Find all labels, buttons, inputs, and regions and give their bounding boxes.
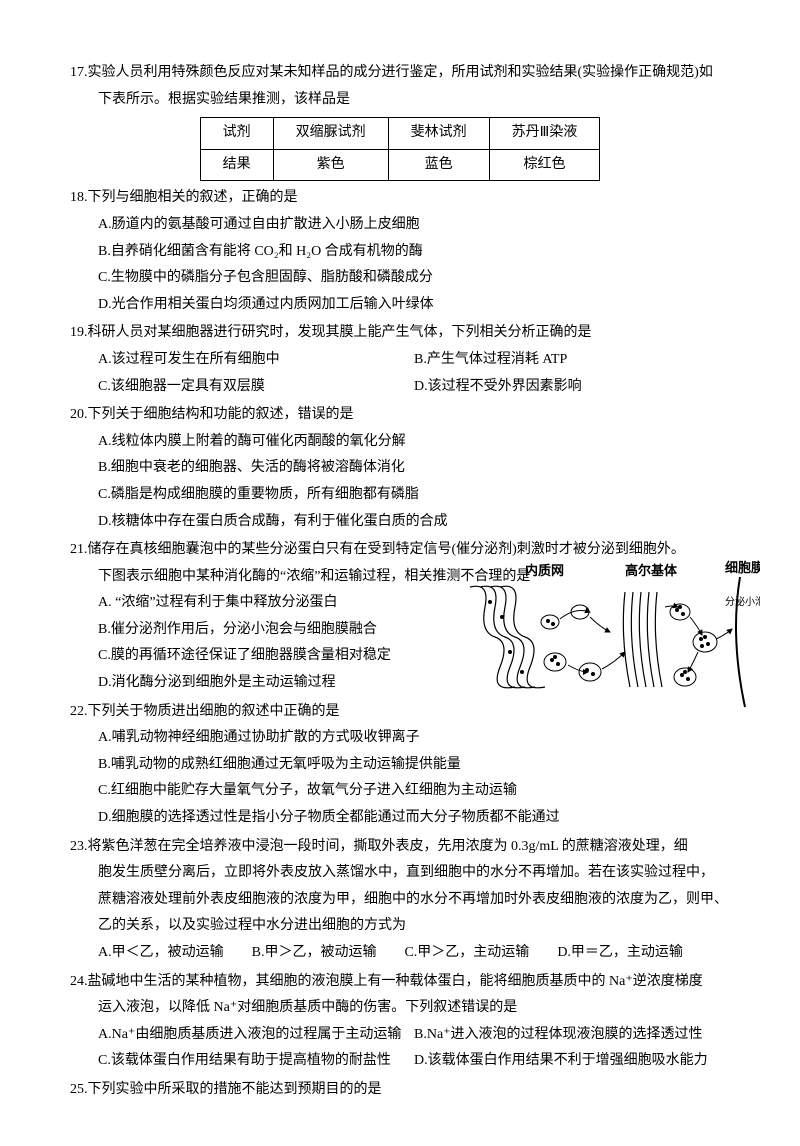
q21-opt-b: B.催分泌剂作用后，分泌小泡会与细胞膜融合 [98, 617, 481, 644]
q18-opt-a: A.肠道内的氨基酸可通过自由扩散进入小肠上皮细胞 [98, 212, 730, 239]
q21-opt-a: A. “浓缩”过程有利于集中释放分泌蛋白 [98, 590, 481, 617]
q17-t-r2c2: 紫色 [273, 149, 388, 181]
q20-stem: 20.下列关于细胞结构和功能的叙述，错误的是 [70, 402, 730, 429]
q17-stem-line1: 17.实验人员利用特殊颜色反应对某未知样品的成分进行鉴定，所用试剂和实验结果(实… [70, 60, 730, 87]
q21-figure: 内质网 高尔基体 [440, 557, 760, 717]
q17-t-r1c2: 双缩脲试剂 [273, 118, 388, 150]
q20-opt-c: C.磷脂是构成细胞膜的重要物质，所有细胞都有磷脂 [98, 482, 730, 509]
q17-stem-line2: 下表所示。根据实验结果推测，该样品是 [70, 87, 730, 114]
q24-opt-a: A.Na⁺由细胞质基质进入液泡的过程属于主动运输 [98, 1022, 414, 1049]
q17-t-r2c1: 结果 [200, 149, 273, 181]
q17-t-r2c4: 棕红色 [489, 149, 600, 181]
q20-opt-d: D.核糖体中存在蛋白质合成酶，有利于催化蛋白质的合成 [98, 509, 730, 536]
q23-opt-b: B.甲＞乙，被动运输 [252, 940, 377, 967]
question-24: 24.盐碱地中生活的某种植物，其细胞的液泡膜上有一种载体蛋白，能将细胞质基质中的… [70, 969, 730, 1075]
q17-t-r1c3: 斐林试剂 [388, 118, 489, 150]
q24-opt-d: D.该载体蛋白作用结果不利于增强细胞吸水能力 [414, 1048, 730, 1075]
question-23: 23.将紫色洋葱在完全培养液中浸泡一段时间，撕取外表皮，先用浓度为 0.3g/m… [70, 834, 730, 967]
q22-opt-b: B.哺乳动物的成熟红细胞通过无氧呼吸为主动运输提供能量 [98, 752, 730, 779]
q21-opt-c: C.膜的再循环途径保证了细胞器膜含量相对稳定 [98, 643, 481, 670]
q17-t-r1c4: 苏丹Ⅲ染液 [489, 118, 600, 150]
q23-opt-d: D.甲＝乙，主动运输 [557, 940, 683, 967]
q24-opt-c: C.该载体蛋白作用结果有助于提高植物的耐盐性 [98, 1048, 414, 1075]
q24-stem-line2: 运入液泡，以降低 Na⁺对细胞质基质中酶的伤害。下列叙述错误的是 [70, 995, 730, 1022]
q17-t-r1c1: 试剂 [200, 118, 273, 150]
q17-table: 试剂 双缩脲试剂 斐林试剂 苏丹Ⅲ染液 结果 紫色 蓝色 棕红色 [200, 117, 601, 181]
q18-opt-d: D.光合作用相关蛋白均须通过内质网加工后输入叶绿体 [98, 292, 730, 319]
q22-opt-a: A.哺乳动物神经细胞通过协助扩散的方式吸收钾离子 [98, 725, 730, 752]
question-21: 21.储存在真核细胞囊泡中的某些分泌蛋白只有在受到特定信号(催分泌剂)刺激时才被… [70, 537, 730, 697]
q24-stem-line1: 24.盐碱地中生活的某种植物，其细胞的液泡膜上有一种载体蛋白，能将细胞质基质中的… [70, 969, 730, 996]
q19-opt-c: C.该细胞器一定具有双层膜 [98, 374, 414, 401]
q23-stem-line1: 23.将紫色洋葱在完全培养液中浸泡一段时间，撕取外表皮，先用浓度为 0.3g/m… [70, 834, 730, 861]
q22-opt-c: C.红细胞中能贮存大量氧气分子，故氧气分子进入红细胞为主动运输 [98, 778, 730, 805]
q18-opt-c: C.生物膜中的磷脂分子包含胆固醇、脂肪酸和磷酸成分 [98, 265, 730, 292]
q18-opt-b: B.自养硝化细菌含有能将 CO₂和 H₂O 合成有机物的酶 [98, 239, 730, 266]
q23-opt-a: A.甲＜乙，被动运输 [98, 940, 224, 967]
q19-opt-d: D.该过程不受外界因素影响 [414, 374, 730, 401]
fig-label-golgi: 高尔基体 [625, 563, 678, 578]
q18-stem: 18.下列与细胞相关的叙述，正确的是 [70, 185, 730, 212]
q24-opt-b: B.Na⁺进入液泡的过程体现液泡膜的选择透过性 [414, 1022, 730, 1049]
question-22: 22.下列关于物质进出细胞的叙述中正确的是 A.哺乳动物神经细胞通过协助扩散的方… [70, 699, 730, 832]
question-19: 19.科研人员对某细胞器进行研究时，发现其膜上能产生气体，下列相关分析正确的是 … [70, 320, 730, 400]
q23-stem-line4: 乙的关系，以及实验过程中水分进出细胞的方式为 [70, 913, 730, 940]
q20-opt-b: B.细胞中衰老的细胞器、失活的酶将被溶酶体消化 [98, 455, 730, 482]
q19-opt-a: A.该过程可发生在所有细胞中 [98, 347, 414, 374]
q25-stem: 25.下列实验中所采取的措施不能达到预期目的的是 [70, 1077, 730, 1104]
q23-opt-c: C.甲＞乙，主动运输 [404, 940, 529, 967]
question-18: 18.下列与细胞相关的叙述，正确的是 A.肠道内的氨基酸可通过自由扩散进入小肠上… [70, 185, 730, 318]
q19-stem: 19.科研人员对某细胞器进行研究时，发现其膜上能产生气体，下列相关分析正确的是 [70, 320, 730, 347]
q23-stem-line2: 胞发生质壁分离后，立即将外表皮放入蒸馏水中，直到细胞中的水分不再增加。若在该实验… [70, 860, 730, 887]
fig-label-er: 内质网 [525, 563, 564, 578]
fig-label-membrane: 细胞膜 [725, 560, 760, 575]
q22-opt-d: D.细胞膜的选择透过性是指小分子物质全都能通过而大分子物质都不能通过 [98, 805, 730, 832]
question-25: 25.下列实验中所采取的措施不能达到预期目的的是 [70, 1077, 730, 1104]
question-20: 20.下列关于细胞结构和功能的叙述，错误的是 A.线粒体内膜上附着的酶可催化丙酮… [70, 402, 730, 535]
question-17: 17.实验人员利用特殊颜色反应对某未知样品的成分进行鉴定，所用试剂和实验结果(实… [70, 60, 730, 181]
q17-t-r2c3: 蓝色 [388, 149, 489, 181]
fig-label-vesicle: 分泌小泡 [725, 595, 760, 608]
q21-opt-d: D.消化酶分泌到细胞外是主动运输过程 [98, 670, 481, 697]
q20-opt-a: A.线粒体内膜上附着的酶可催化丙酮酸的氧化分解 [98, 429, 730, 456]
q19-opt-b: B.产生气体过程消耗 ATP [414, 347, 730, 374]
q23-stem-line3: 蔗糖溶液处理前外表皮细胞液的浓度为甲，细胞中的水分不再增加时外表皮细胞液的浓度为… [70, 887, 730, 914]
